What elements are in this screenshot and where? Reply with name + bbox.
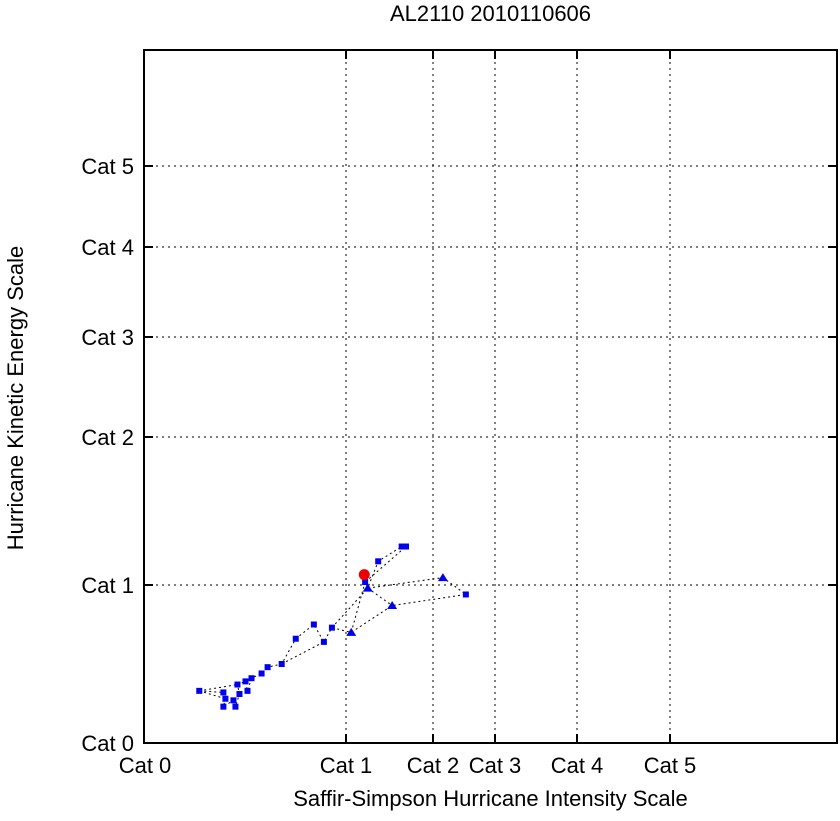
track-segment	[331, 587, 369, 628]
x-axis-label: Saffir-Simpson Hurricane Intensity Scale	[293, 786, 688, 811]
track-point-square	[242, 678, 249, 685]
track-point-square	[196, 687, 203, 694]
x-tick-label-0: Cat 0	[119, 753, 172, 778]
track-segment	[199, 684, 238, 692]
track-point-square	[278, 661, 285, 667]
y-tick-label-1: Cat 1	[81, 573, 134, 598]
track-point-square	[320, 638, 327, 645]
track-point-square	[258, 670, 265, 677]
x-tick-label-5: Cat 5	[644, 753, 697, 778]
plot-border	[143, 49, 838, 744]
x-tick-label-4: Cat 4	[551, 753, 604, 778]
track-segment	[281, 641, 325, 665]
track-point-square	[264, 664, 271, 671]
track-point-square	[248, 675, 255, 682]
x-tick-label-3: Cat 3	[469, 753, 522, 778]
track-point-square	[310, 621, 317, 628]
track-point-square	[244, 687, 251, 694]
y-tick-label-2: Cat 2	[81, 425, 134, 450]
y-tick-label-3: Cat 3	[81, 325, 134, 350]
y-tick-label-0: Cat 0	[81, 731, 134, 756]
track-point-square	[362, 579, 369, 586]
track-point-square	[328, 624, 335, 631]
track-point-square	[403, 543, 410, 550]
track-point-triangle	[346, 627, 357, 636]
track-point-square	[398, 543, 405, 550]
track-point-square	[462, 591, 469, 598]
chart-title: AL2110 2010110606	[389, 1, 592, 26]
x-tick-label-2: Cat 2	[407, 753, 460, 778]
track-point-triangle	[387, 601, 398, 610]
track-point-square	[220, 689, 227, 696]
track-point-triangle	[362, 583, 373, 592]
track-point-square	[236, 691, 243, 698]
track-point-square	[375, 558, 382, 565]
track-segment	[350, 581, 366, 633]
track-point-triangle	[437, 573, 448, 582]
track-point-square	[234, 681, 241, 688]
track-point-square	[232, 703, 239, 710]
track-point-square	[222, 695, 229, 702]
track-point-square	[230, 697, 237, 704]
y-tick-label-4: Cat 4	[81, 235, 134, 260]
y-tick-label-5: Cat 5	[81, 154, 134, 179]
x-tick-label-1: Cat 1	[320, 753, 373, 778]
current-position-marker	[358, 569, 370, 581]
track-point-square	[220, 703, 227, 710]
track-point-square	[292, 635, 299, 642]
